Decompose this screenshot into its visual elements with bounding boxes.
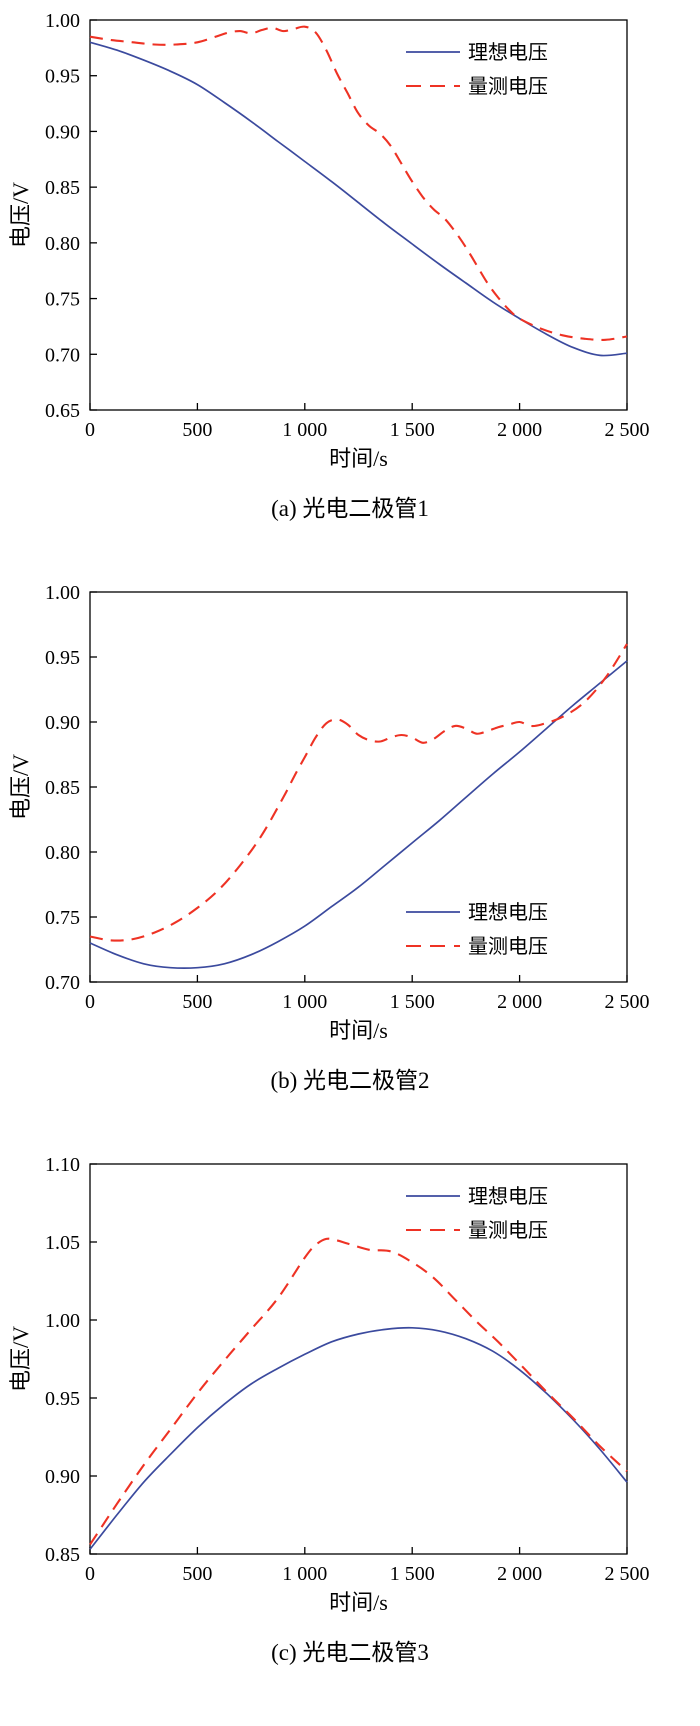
x-tick-label: 0 [85,1563,95,1585]
chart-a: 0.65 0.70 0.75 0.80 0.85 0.90 0.95 1.00 0 500 1 00… [0,6,700,486]
x-tick-label: 0 [85,991,95,1013]
y-tick-label: 0.75 [45,289,80,311]
figure-b-caption: (b) 光电二极管2 [270,1068,430,1093]
x-tick-label: 1 000 [282,419,327,441]
x-tick-label: 500 [182,1563,212,1585]
x-tick-label: 2 000 [497,991,542,1013]
x-tick-label: 0 [85,419,95,441]
y-tick-label: 0.80 [45,233,80,255]
y-tick-label: 0.90 [45,712,80,734]
chart-c: 0.85 0.90 0.95 1.00 1.05 1.10 0 500 1 000 1 500 2 … [0,1150,700,1630]
legend-ideal-label: 理想电压 [468,41,548,64]
x-tick-label: 1 500 [390,991,435,1013]
measured-voltage-line [89,643,628,942]
ideal-voltage-line [89,1326,628,1550]
x-tick-label: 2 000 [497,419,542,441]
y-tick-label: 1.00 [45,1310,80,1332]
x-tick-label: 2 500 [605,419,650,441]
y-tick-label: 1.00 [45,10,80,32]
y-axis-label: 电压/V [8,182,33,248]
chart-c-svg: 0.85 0.90 0.95 1.00 1.05 1.10 0 500 1 000 1 500 2 … [8,1154,650,1615]
chart-b-svg: 0.70 0.75 0.80 0.85 0.90 0.95 1.00 0 500 1 000 1 5… [8,582,650,1043]
legend-measured-label: 量测电压 [468,935,548,958]
x-axis-label: 时间/s [329,1018,388,1043]
figure-c: 0.85 0.90 0.95 1.00 1.05 1.10 0 500 1 000 1 500 2 … [0,1150,700,1668]
legend-measured-label: 量测电压 [468,1219,548,1242]
plot-frame [89,1163,628,1555]
ideal-voltage-line [89,660,628,969]
y-tick-label: 1.10 [45,1154,80,1176]
figure-b: 0.70 0.75 0.80 0.85 0.90 0.95 1.00 0 500 1 000 1 5… [0,578,700,1096]
legend-ideal-label: 理想电压 [468,901,548,924]
y-axis-label: 电压/V [8,1326,33,1392]
x-tick-label: 2 500 [605,991,650,1013]
figure-c-caption: (c) 光电二极管3 [271,1640,429,1665]
x-tick-label: 1 500 [390,419,435,441]
y-tick-label: 0.70 [45,344,80,366]
legend-ideal-label: 理想电压 [468,1185,548,1208]
y-tick-label: 0.85 [45,1544,80,1566]
y-tick-label: 0.90 [45,1466,80,1488]
y-tick-label: 1.00 [45,582,80,604]
x-tick-label: 1 500 [390,1563,435,1585]
x-tick-label: 1 000 [282,1563,327,1585]
plot-frame [89,19,628,411]
figure-a-caption: (a) 光电二极管1 [271,496,429,521]
x-tick-label: 1 000 [282,991,327,1013]
ideal-voltage-line [89,41,628,357]
x-tick-label: 500 [182,991,212,1013]
y-tick-label: 0.95 [45,66,80,88]
x-tick-label: 2 000 [497,1563,542,1585]
measured-voltage-line [89,25,628,341]
figure-a: 0.65 0.70 0.75 0.80 0.85 0.90 0.95 1.00 0 500 1 00… [0,6,700,524]
legend-measured-label: 量测电压 [468,75,548,98]
y-tick-label: 0.85 [45,177,80,199]
y-tick-label: 0.95 [45,1388,80,1410]
chart-a-svg: 0.65 0.70 0.75 0.80 0.85 0.90 0.95 1.00 0 500 1 00… [8,10,650,471]
y-tick-label: 0.65 [45,400,80,422]
y-axis-label: 电压/V [8,754,33,820]
y-tick-label: 0.85 [45,777,80,799]
x-tick-label: 500 [182,419,212,441]
x-axis-label: 时间/s [329,446,388,471]
y-tick-label: 0.95 [45,647,80,669]
x-axis-label: 时间/s [329,1590,388,1615]
y-tick-label: 0.75 [45,907,80,929]
measured-voltage-line [89,1237,628,1546]
y-tick-label: 0.80 [45,842,80,864]
y-tick-label: 0.70 [45,972,80,994]
y-tick-label: 1.05 [45,1232,80,1254]
chart-b: 0.70 0.75 0.80 0.85 0.90 0.95 1.00 0 500 1 000 1 5… [0,578,700,1058]
x-tick-label: 2 500 [605,1563,650,1585]
y-tick-label: 0.90 [45,121,80,143]
